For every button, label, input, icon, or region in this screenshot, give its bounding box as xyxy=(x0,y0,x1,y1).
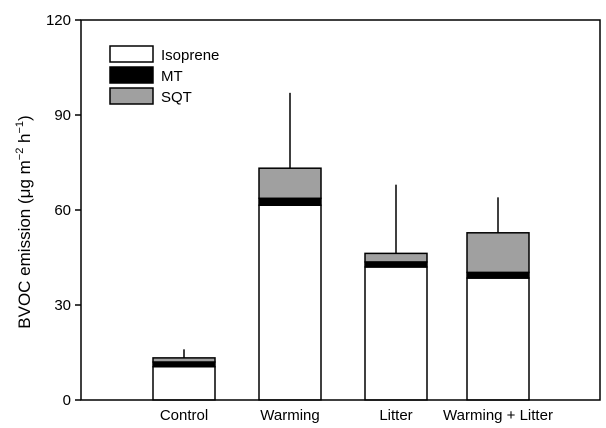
legend-label-isoprene: Isoprene xyxy=(161,47,219,64)
x-tick-label-2: Litter xyxy=(379,407,412,424)
bar-mt-2 xyxy=(364,261,428,268)
legend-swatch-sqt xyxy=(109,87,154,105)
legend-label-sqt: SQT xyxy=(161,89,192,106)
x-tick-label-3: Warming + Litter xyxy=(443,407,553,424)
y-tick-label-3: 90 xyxy=(54,107,71,124)
bar-sqt-2 xyxy=(364,252,428,263)
y-tick-label-4: 120 xyxy=(46,12,71,29)
bar-sqt-3 xyxy=(466,232,530,274)
bar-sqt-0 xyxy=(152,357,216,363)
x-tick-label-0: Control xyxy=(160,407,208,424)
y-tick-label-1: 30 xyxy=(54,297,71,314)
bar-mt-1 xyxy=(258,197,322,207)
legend-label-mt: MT xyxy=(161,68,183,85)
axes-group: Control Warming Litter Warming + Litter 0 30 6… xyxy=(46,12,601,424)
legend: Isoprene MT SQT xyxy=(109,45,219,106)
bar-mt-3 xyxy=(466,271,530,279)
bars-group xyxy=(152,92,530,401)
legend-swatch-isoprene xyxy=(109,45,154,63)
bar-sqt-1 xyxy=(258,167,322,200)
y-tick-label-2: 60 xyxy=(54,202,71,219)
legend-swatch-mt xyxy=(109,66,154,84)
bar-isoprene-2 xyxy=(364,266,428,401)
x-tick-label-1: Warming xyxy=(260,407,319,424)
y-tick-label-0: 0 xyxy=(63,392,71,409)
y-axis-title: BVOC emission (μg m−2 h−1) xyxy=(14,115,34,328)
bar-isoprene-0 xyxy=(152,366,216,401)
bar-isoprene-3 xyxy=(466,277,530,401)
bar-isoprene-1 xyxy=(258,204,322,401)
